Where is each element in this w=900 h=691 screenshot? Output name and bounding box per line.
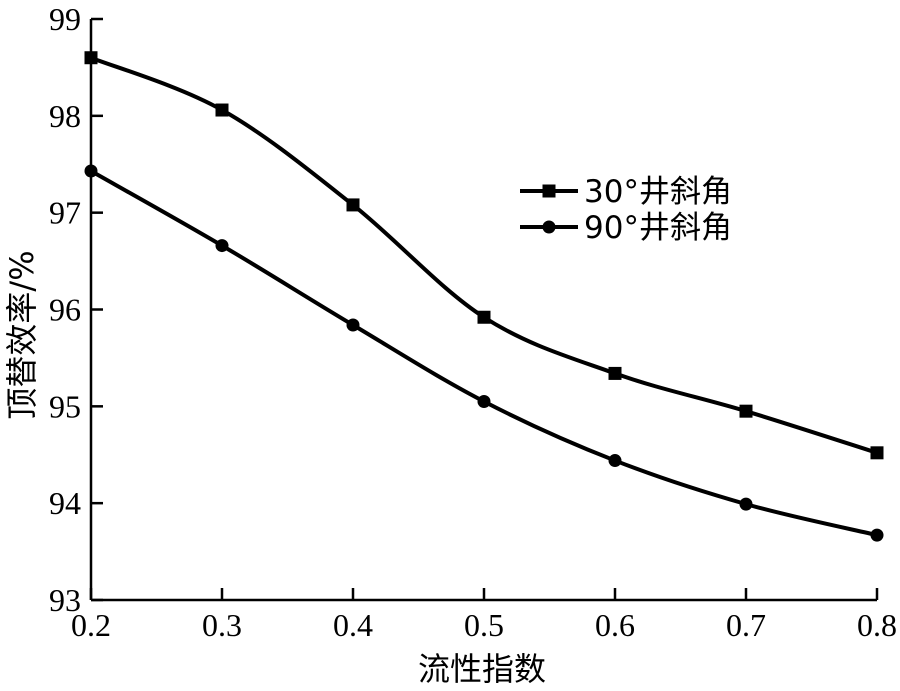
y-tick-label: 95	[49, 388, 81, 424]
x-axis-title: 流性指数	[418, 650, 546, 688]
x-tick-label: 0.7	[726, 607, 766, 643]
data-point	[477, 310, 491, 324]
series-line	[90, 55, 878, 455]
y-tick-label: 97	[49, 195, 81, 231]
x-tick-label: 0.2	[71, 607, 111, 643]
x-tick-label: 0.4	[333, 607, 373, 643]
data-point	[477, 394, 491, 408]
y-tick-label: 94	[49, 485, 81, 521]
series-line	[90, 169, 878, 538]
y-axis-title: 顶替效率/%	[3, 250, 41, 419]
y-tick-label: 98	[49, 98, 81, 134]
data-point	[870, 528, 884, 542]
legend-item: 90°井斜角	[520, 210, 732, 246]
legend-label: 90°井斜角	[584, 210, 732, 246]
data-point	[870, 446, 884, 460]
data-point	[739, 497, 753, 511]
y-tick-label: 96	[49, 292, 81, 328]
data-point	[346, 318, 360, 332]
legend-marker	[542, 184, 556, 198]
x-tick-label: 0.5	[464, 607, 504, 643]
axes: 93 94 95 96 97 98 99 0.2 0.3 0.4 0.5 0.6 0.7 0.8	[49, 1, 897, 643]
data-point	[84, 51, 98, 65]
y-tick-label: 99	[49, 1, 81, 37]
data-point	[608, 366, 622, 380]
legend-marker	[542, 220, 556, 234]
data-point	[739, 404, 753, 418]
x-tick-label: 0.8	[857, 607, 897, 643]
series-1	[84, 51, 884, 460]
data-point	[215, 103, 229, 117]
x-tick-label: 0.6	[595, 607, 635, 643]
data-point	[84, 164, 98, 178]
series-2	[84, 164, 884, 542]
x-tick-label: 0.3	[202, 607, 242, 643]
data-point	[215, 239, 229, 253]
legend-label: 30°井斜角	[584, 174, 732, 210]
y-tick-label: 93	[49, 582, 81, 618]
data-point	[608, 454, 622, 468]
series-layer	[84, 51, 884, 542]
legend-item: 30°井斜角	[520, 174, 732, 210]
data-point	[346, 198, 360, 212]
